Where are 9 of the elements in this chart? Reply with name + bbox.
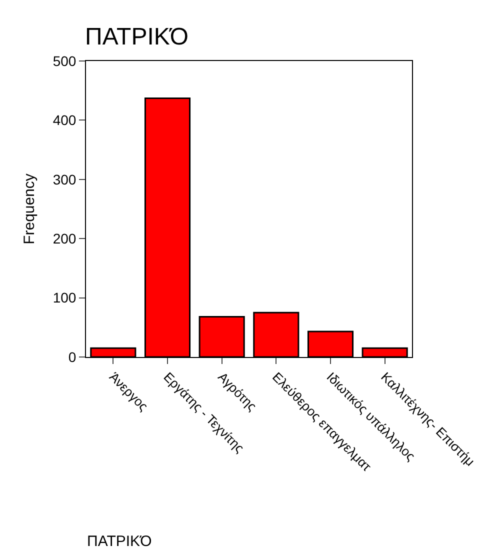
y-tick-label: 300 [52, 171, 76, 188]
x-axis-title: ΠΑΤΡΙΚΌ [87, 533, 152, 550]
y-axis-title: Frequency [21, 173, 38, 244]
y-tick-label: 100 [52, 290, 76, 306]
y-tick-label: 500 [52, 52, 76, 69]
y-tick-label: 400 [52, 112, 76, 128]
y-tick-label: 200 [52, 230, 76, 246]
y-tick-label: 0 [68, 348, 76, 365]
chart-title: ΠΑΤΡΙΚΌ [85, 23, 188, 50]
